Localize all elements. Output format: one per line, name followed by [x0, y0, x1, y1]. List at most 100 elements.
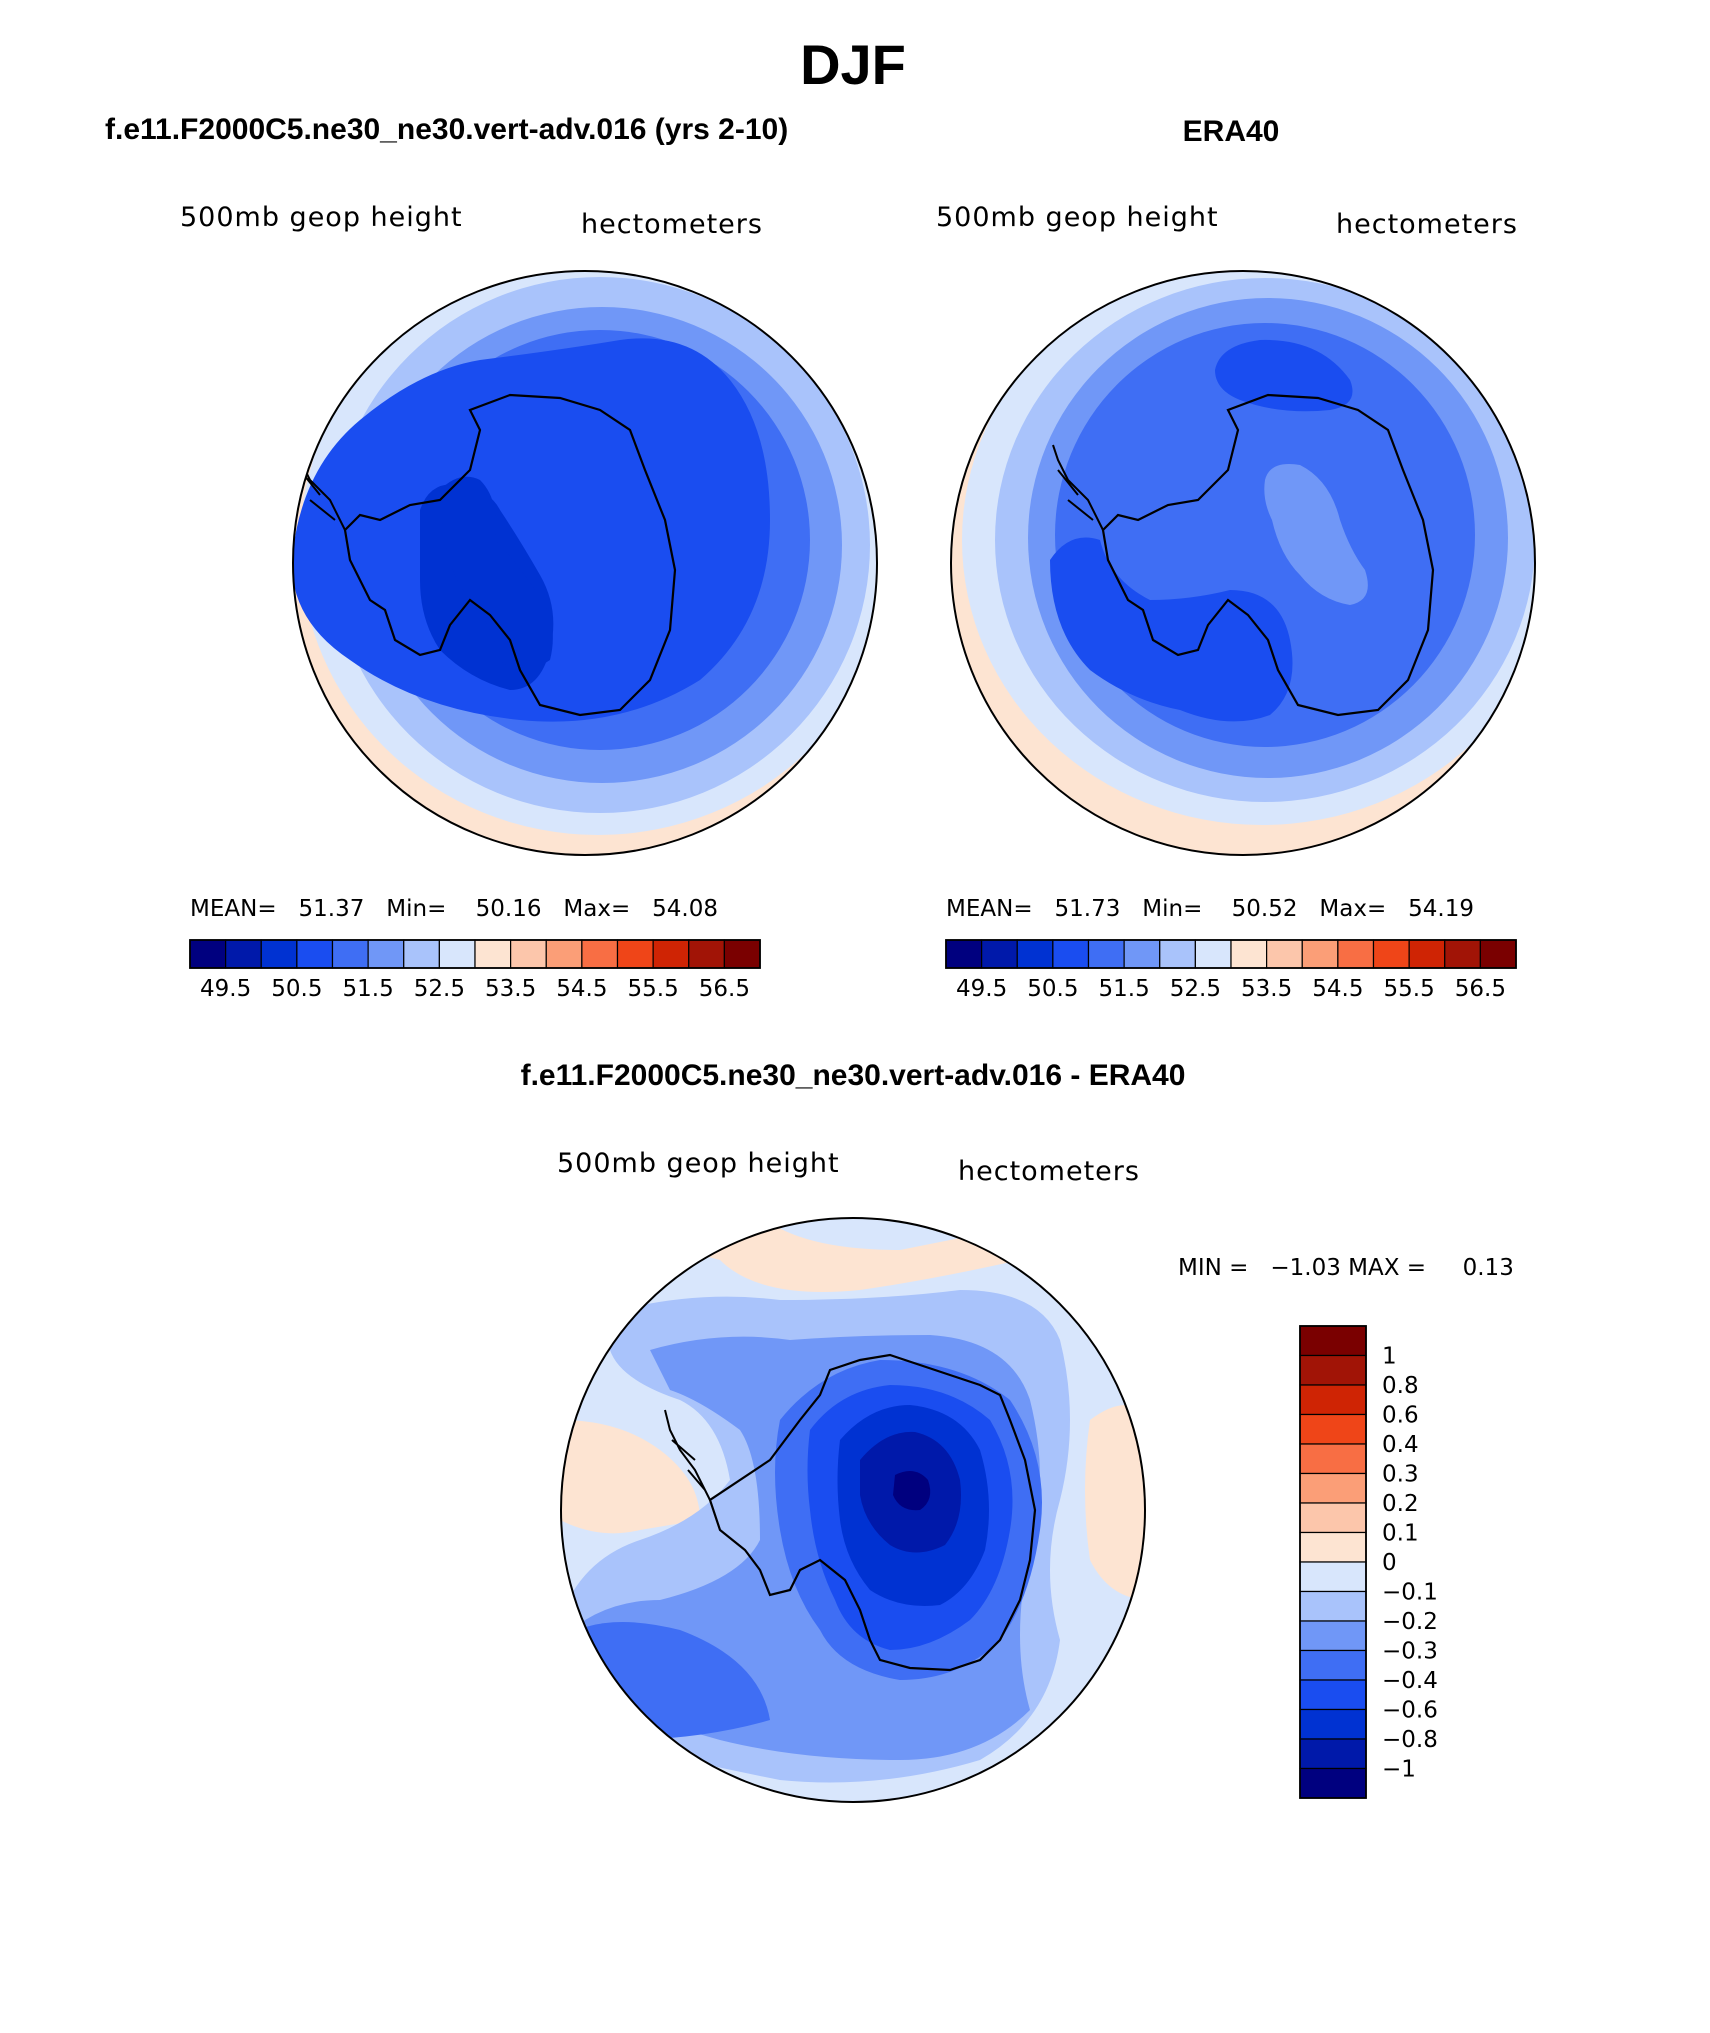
colorbar-tick-label: 55.5	[1384, 976, 1435, 1002]
colorbar-tick-label: 54.5	[1312, 976, 1363, 1002]
colorbar-swatch	[652, 939, 690, 969]
colorbar-tick-label: −0.2	[1382, 1609, 1438, 1635]
panel-obs-units-label: hectometers	[1336, 209, 1518, 240]
panel-obs-stats: MEAN= 51.73 Min= 50.52 Max= 54.19	[946, 896, 1474, 922]
panel-diff-units-label: hectometers	[958, 1156, 1140, 1187]
colorbar-swatch	[1299, 1354, 1367, 1386]
colorbar-tick-label: −0.8	[1382, 1727, 1438, 1753]
colorbar-swatch	[1299, 1531, 1367, 1563]
colorbar-tick-label: −0.4	[1382, 1668, 1438, 1694]
colorbar-tick-label: 50.5	[271, 976, 322, 1002]
antarctica-coastline	[1101, 393, 1435, 717]
colorbar-swatch	[1123, 939, 1161, 969]
panel-model: f.e11.F2000C5.ne30_ne30.vert-adv.016 (yr…	[105, 113, 878, 1002]
colorbar-swatch	[403, 939, 440, 969]
colorbar-swatch	[189, 939, 227, 969]
colorbar-swatch	[1299, 1590, 1367, 1622]
colorbar-swatch	[1299, 1649, 1367, 1681]
colorbar-tick-label: 0	[1382, 1550, 1397, 1576]
colorbar-swatch	[981, 939, 1018, 969]
colorbar-swatch	[510, 939, 547, 969]
colorbar-tick-label: 0.2	[1382, 1491, 1419, 1517]
colorbar-swatch	[688, 939, 725, 969]
colorbar-swatch	[296, 939, 334, 969]
panel-model-map	[293, 271, 877, 855]
colorbar-swatch	[1194, 939, 1232, 969]
panel-diff-stats: MIN = −1.03 MAX = 0.13	[1178, 1255, 1514, 1281]
colorbar-swatch	[1266, 939, 1303, 969]
colorbar-tick-label: 52.5	[414, 976, 465, 1002]
panel-model-title: f.e11.F2000C5.ne30_ne30.vert-adv.016 (yr…	[105, 113, 788, 146]
colorbar-frame	[945, 939, 1517, 969]
contour-band	[293, 338, 770, 722]
colorbar-tick-label: 55.5	[628, 976, 679, 1002]
colorbar-tick-label: 0.4	[1382, 1432, 1419, 1458]
colorbar-tick-label: −1	[1382, 1757, 1416, 1783]
colorbar-swatch	[225, 939, 262, 969]
colorbar-swatch	[1337, 939, 1375, 969]
colorbar-tick-label: 0.1	[1382, 1521, 1419, 1547]
colorbar-swatch	[1299, 1767, 1367, 1799]
contour-band	[1215, 339, 1353, 412]
panel-model-map-border	[292, 270, 878, 856]
colorbar-swatch	[331, 939, 369, 969]
colorbar-tick-label: 54.5	[556, 976, 607, 1002]
panel-model-stats: MEAN= 51.37 Min= 50.16 Max= 54.08	[190, 896, 718, 922]
panel-obs-colorbar: 49.5 50.5 51.5 52.5 53.5 54.5 55.5 56.5	[945, 939, 1517, 1002]
contour-band	[1264, 464, 1368, 605]
colorbar-swatch	[367, 939, 405, 969]
colorbar-swatch	[1299, 1384, 1367, 1416]
panel-model-units-label: hectometers	[581, 209, 763, 240]
colorbar-swatch	[1299, 1502, 1367, 1534]
colorbar-tick-label: 50.5	[1027, 976, 1078, 1002]
colorbar-swatch	[1159, 939, 1196, 969]
colorbar-swatch	[1299, 1561, 1367, 1593]
figure-title: DJF	[800, 33, 906, 96]
colorbar-swatch	[581, 939, 619, 969]
colorbar-swatch	[1052, 939, 1090, 969]
colorbar-swatch	[1299, 1443, 1367, 1475]
panel-diff-map-border	[560, 1217, 1146, 1803]
colorbar-tick-label: 53.5	[1241, 976, 1292, 1002]
colorbar-tick-label: 53.5	[485, 976, 536, 1002]
contour-band	[440, 476, 553, 670]
antarctica-coastline	[343, 393, 677, 717]
colorbar-tick-label: 56.5	[1455, 976, 1506, 1002]
panel-obs-map-border	[950, 270, 1536, 856]
colorbar-swatch	[1299, 1679, 1367, 1711]
panel-diff: f.e11.F2000C5.ne30_ne30.vert-adv.016 - E…	[521, 1059, 1514, 1803]
colorbar-tick-label: 0.8	[1382, 1373, 1419, 1399]
colorbar-tick-label: −0.3	[1382, 1639, 1438, 1665]
colorbar-swatch	[1299, 1738, 1367, 1770]
colorbar-tick-label: 49.5	[200, 976, 251, 1002]
colorbar-swatch	[1299, 1325, 1367, 1357]
colorbar-swatch	[1230, 939, 1268, 969]
colorbar-swatch	[1016, 939, 1054, 969]
colorbar-swatch	[723, 939, 761, 969]
contour-band	[1085, 1405, 1145, 1600]
contour-band	[561, 1420, 700, 1534]
colorbar-tick-label: 51.5	[1099, 976, 1150, 1002]
colorbar-tick-label: 1	[1382, 1344, 1397, 1370]
panel-obs-title: ERA40	[1183, 115, 1280, 148]
colorbar-swatch	[945, 939, 983, 969]
colorbar-swatch	[1087, 939, 1125, 969]
colorbar-swatch	[1299, 1472, 1367, 1504]
colorbar-swatch	[1299, 1620, 1367, 1652]
antarctic-peninsula-coastline	[1052, 444, 1104, 531]
colorbar-tick-label: 49.5	[956, 976, 1007, 1002]
panel-obs-map	[951, 271, 1535, 855]
colorbar-tick-label: −0.6	[1382, 1698, 1438, 1724]
colorbar-tick-label: 51.5	[343, 976, 394, 1002]
colorbar-swatch	[438, 939, 476, 969]
colorbar-swatch	[474, 939, 512, 969]
colorbar-swatch	[1301, 939, 1339, 969]
panel-model-field-label: 500mb geop height	[180, 202, 463, 233]
colorbar-tick-label: 52.5	[1170, 976, 1221, 1002]
panel-diff-map	[561, 1218, 1145, 1802]
colorbar-tick-label: −0.1	[1382, 1580, 1438, 1606]
panel-obs-field-label: 500mb geop height	[936, 202, 1219, 233]
panel-obs: ERA40 500mb geop height hectometers MEAN…	[936, 115, 1536, 1002]
colorbar-swatch	[1299, 1413, 1367, 1445]
contour-band	[893, 1471, 931, 1511]
